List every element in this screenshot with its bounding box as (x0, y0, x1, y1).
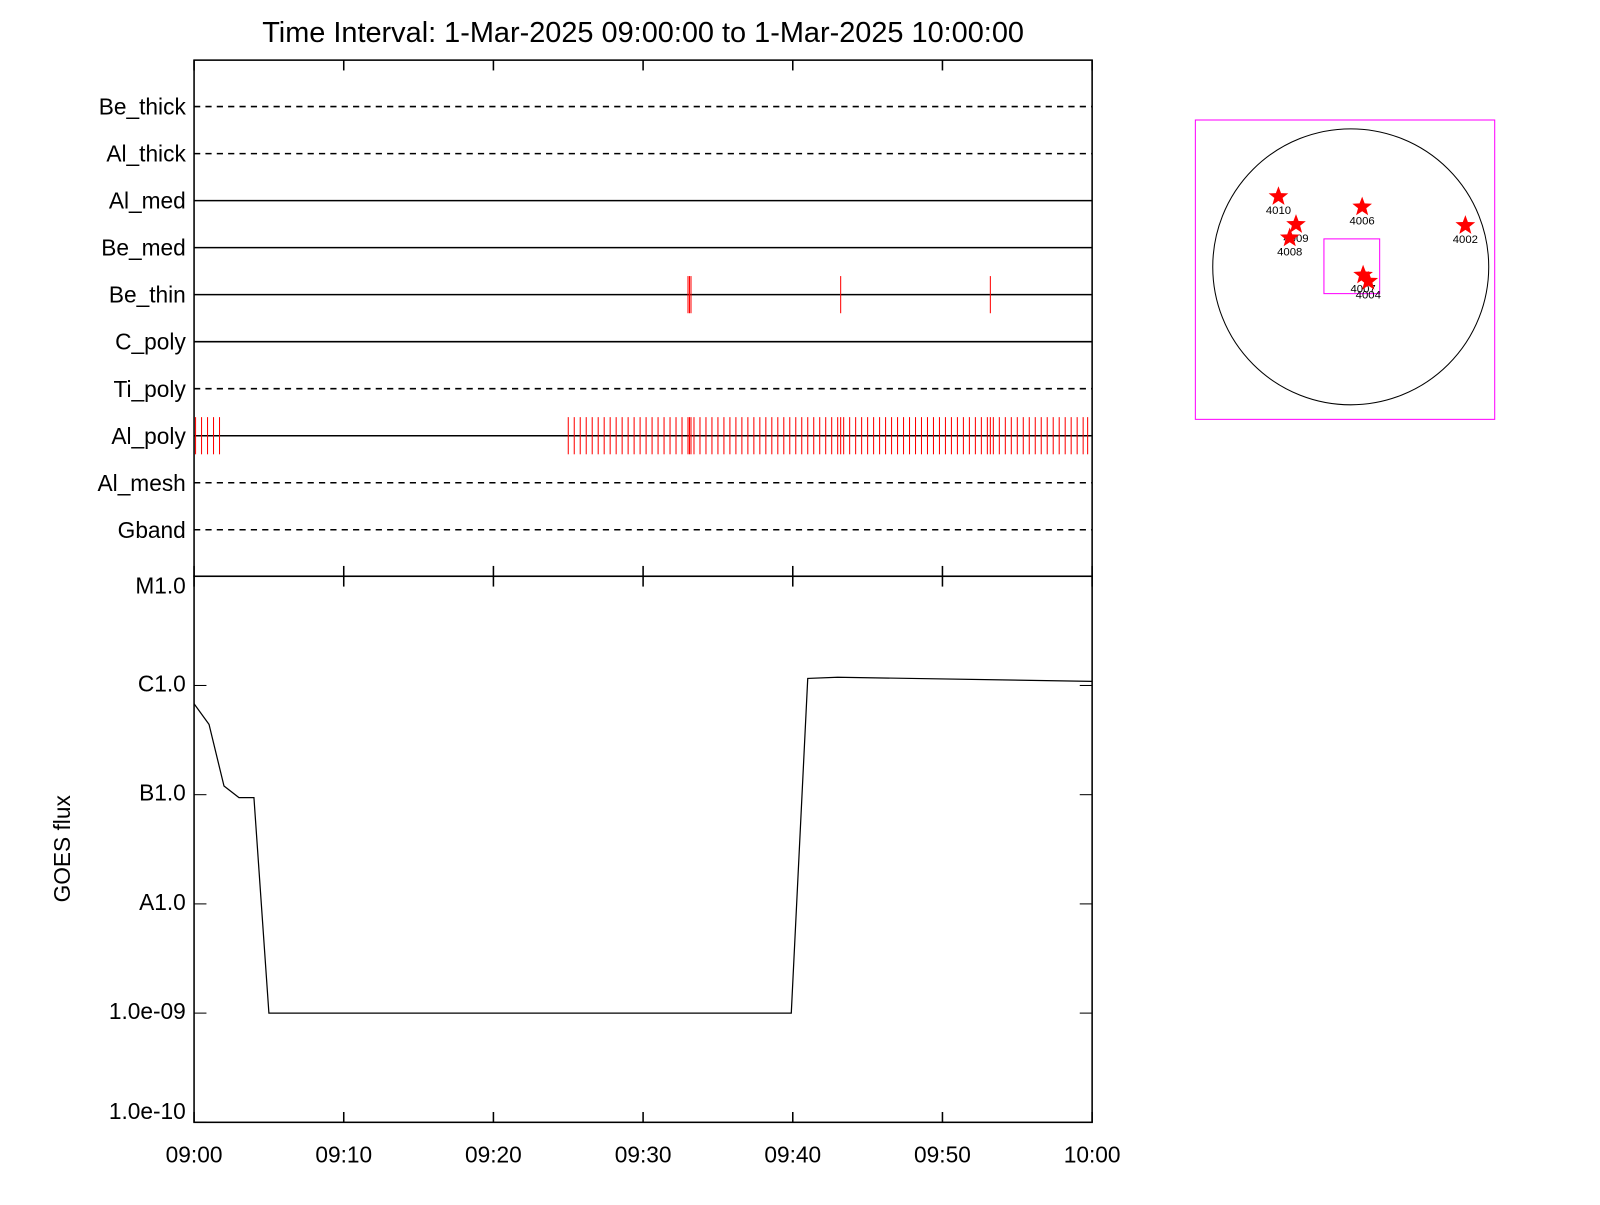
field-of-view (1323, 238, 1381, 295)
row-label: Ti_poly (114, 376, 187, 402)
flare-star (1353, 264, 1373, 284)
x-tick-label: 09:00 (166, 1141, 223, 1167)
flare-label: 4006 (1350, 215, 1375, 227)
row-label: Be_med (101, 235, 186, 261)
flare-label: 4002 (1453, 234, 1478, 246)
top-panel-frame (193, 59, 1093, 578)
y-tick-label: M1.0 (135, 573, 185, 599)
x-tick-label: 09:20 (465, 1141, 522, 1167)
flare-label: 4004 (1356, 290, 1381, 302)
y-tick-label: B1.0 (139, 780, 186, 806)
row-label: Be_thin (109, 282, 186, 308)
row-label: Al_med (109, 188, 186, 214)
bottom-panel-frame (193, 575, 1093, 1124)
flare-star (1286, 214, 1306, 233)
row-label: Al_mesh (98, 470, 186, 496)
chart-title: Time Interval: 1-Mar-2025 09:00:00 to 1-… (262, 17, 1024, 49)
row-label: Gband (118, 517, 186, 543)
y-axis-label: GOES flux (49, 795, 75, 903)
x-tick-label: 09:10 (315, 1141, 372, 1167)
x-tick-label: 09:50 (914, 1141, 971, 1167)
row-label: C_poly (115, 329, 186, 355)
y-tick-label: 1.0e-09 (109, 998, 186, 1024)
flare-star (1279, 227, 1300, 247)
flux-line (193, 676, 1093, 1014)
flare-star (1352, 196, 1372, 216)
y-tick-label: A1.0 (139, 889, 186, 915)
x-tick-label: 09:40 (764, 1141, 821, 1167)
x-tick-label: 10:00 (1064, 1141, 1121, 1167)
y-tick-label: C1.0 (138, 670, 186, 696)
solar-limb (1212, 128, 1490, 406)
x-tick-label: 09:30 (615, 1141, 672, 1167)
flare-star (1455, 215, 1476, 234)
flare-star (1268, 186, 1289, 205)
flare-label: 4007 (1351, 284, 1376, 296)
row-label: Be_thick (99, 94, 187, 120)
flare-label: 4008 (1277, 246, 1302, 258)
y-tick-label: 1.0e-10 (109, 1098, 186, 1124)
row-label: Al_poly (111, 423, 186, 449)
flare-star (1358, 270, 1379, 290)
map-frame (1194, 119, 1496, 420)
row-label: Al_thick (106, 141, 186, 167)
flare-label: 4010 (1266, 205, 1291, 217)
